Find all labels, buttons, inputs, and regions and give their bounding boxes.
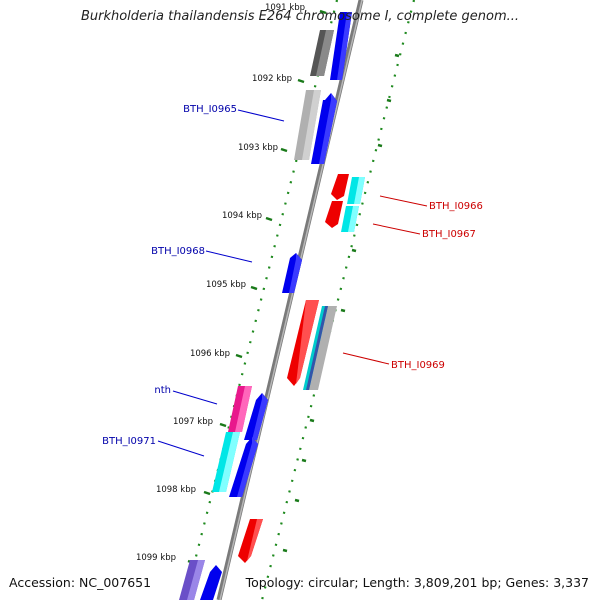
feature-blue-0965-shade <box>319 93 337 164</box>
tick-1094 <box>265 216 273 222</box>
outer-dotted-track-right <box>260 0 416 600</box>
feature-blue-stripe-0969 <box>306 306 328 390</box>
genome-summary-text: Topology: circular; Length: 3,809,201 bp… <box>245 575 589 590</box>
tick-1091 <box>319 9 327 15</box>
leader-BTH_I0971 <box>157 440 205 457</box>
gene-label-BTH_I0965[interactable]: BTH_I0965 <box>183 104 237 115</box>
gene-label-BTH_I0966[interactable]: BTH_I0966 <box>429 201 483 212</box>
feature-red-bottom-shade <box>247 519 263 561</box>
leader-BTH_I0969 <box>342 352 390 365</box>
gene-label-nth[interactable]: nth <box>154 385 171 396</box>
leader-BTH_I0967 <box>372 223 421 235</box>
kbp-tick-labels: 1091 kbp 1092 kbp 1093 kbp 1094 kbp 1095… <box>136 3 305 563</box>
feature-grey-top-shade <box>316 30 334 76</box>
tick-1095 <box>250 285 258 291</box>
chromosome-backbone <box>216 0 364 600</box>
feature-blue-0971-shade <box>237 437 258 497</box>
gene-label-BTH_I0969[interactable]: BTH_I0969 <box>391 360 445 371</box>
feature-blue-top-shade <box>337 12 352 80</box>
tick-1092 <box>297 78 305 84</box>
kbp-label: 1098 kbp <box>156 485 196 495</box>
right-tick <box>377 143 383 148</box>
outer-dotted-track-left <box>183 0 339 600</box>
tick-1097 <box>219 422 227 428</box>
major-ticks <box>187 9 327 565</box>
leader-BTH_I0965 <box>237 109 285 122</box>
feature-blue-nth-shade <box>252 393 268 440</box>
tick-1096 <box>235 353 243 359</box>
kbp-label: 1099 kbp <box>136 553 176 563</box>
right-tick <box>294 498 300 503</box>
tick-1093 <box>280 147 288 153</box>
accession-text: Accession: NC_007651 <box>9 575 152 590</box>
feature-grey-0965-shade <box>302 90 321 160</box>
right-tick <box>309 418 315 423</box>
gene-labels: BTH_I0965 BTH_I0966 BTH_I0967 BTH_I0968 … <box>102 104 483 447</box>
feature-grey-0969 <box>309 306 337 390</box>
feature-blue-bottom <box>200 565 222 600</box>
feature-red-0966 <box>331 174 349 200</box>
right-tick <box>386 98 392 103</box>
tick-1098 <box>203 490 211 496</box>
feature-cyan-0971-shade <box>219 432 240 492</box>
leader-BTH_I0968 <box>205 250 253 263</box>
feature-blue-0968-shade <box>289 253 302 293</box>
right-tick <box>351 248 357 253</box>
gene-label-BTH_I0968[interactable]: BTH_I0968 <box>151 246 205 257</box>
gene-label-BTH_I0971[interactable]: BTH_I0971 <box>102 436 156 447</box>
map-title: Burkholderia thailandensis E264 chromoso… <box>80 9 520 24</box>
kbp-label: 1093 kbp <box>238 143 278 153</box>
right-tick <box>301 458 307 463</box>
kbp-label: 1095 kbp <box>206 280 246 290</box>
kbp-label: 1097 kbp <box>173 417 213 427</box>
kbp-label: 1096 kbp <box>190 349 230 359</box>
feature-cyan-0967-shade <box>348 206 359 232</box>
kbp-label: 1094 kbp <box>222 211 262 221</box>
chromosome-backbone-highlight <box>219 0 363 600</box>
kbp-label: 1092 kbp <box>252 74 292 84</box>
leader-lines <box>157 109 428 457</box>
feature-magenta-nth-shade <box>235 386 252 432</box>
leader-BTH_I0966 <box>379 195 428 207</box>
feature-purple-bottom-shade <box>187 560 205 600</box>
right-tick <box>394 53 400 58</box>
feature-red-0967 <box>325 201 343 228</box>
feature-cyan-0966-shade <box>354 177 365 204</box>
gene-label-BTH_I0967[interactable]: BTH_I0967 <box>422 229 476 240</box>
features <box>179 12 365 600</box>
leader-nth <box>172 390 218 405</box>
right-tick <box>282 548 288 553</box>
kbp-label: 1091 kbp <box>265 3 305 13</box>
feature-red-0969-shade <box>296 300 319 384</box>
right-track-ticks <box>282 53 400 553</box>
right-tick <box>340 308 346 313</box>
